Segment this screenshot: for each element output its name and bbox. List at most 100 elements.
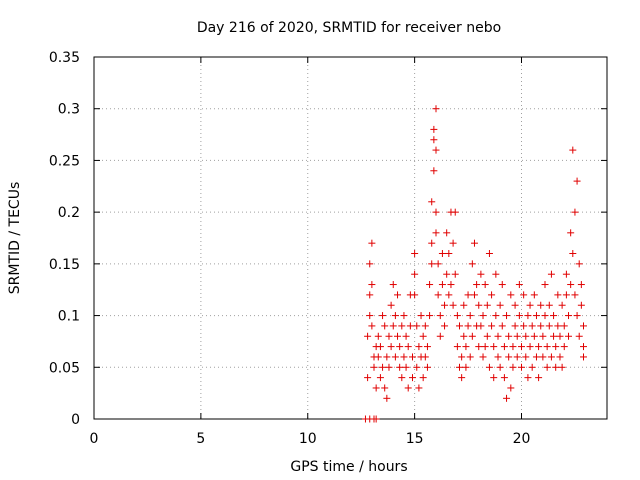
data-point [443, 229, 451, 237]
data-point [396, 343, 404, 351]
data-point [507, 384, 515, 392]
data-point [462, 363, 470, 371]
data-point [577, 301, 585, 309]
y-tick-label: 0.25 [49, 153, 80, 169]
data-point [483, 332, 491, 340]
data-point [421, 353, 429, 361]
data-point [430, 167, 438, 175]
data-point [475, 343, 483, 351]
data-point [430, 125, 438, 133]
x-tick-label: 5 [196, 431, 205, 447]
data-point [569, 250, 577, 258]
data-points [361, 105, 587, 423]
data-point [428, 260, 436, 268]
data-point [532, 353, 540, 361]
data-point [518, 343, 525, 351]
axis-ticks [93, 56, 607, 420]
data-point [460, 301, 468, 309]
data-point [575, 260, 583, 268]
data-point [511, 322, 519, 330]
data-point [370, 363, 378, 371]
data-point [398, 322, 406, 330]
data-point [579, 322, 587, 330]
data-point [404, 384, 412, 392]
data-point [411, 291, 419, 299]
data-point [408, 353, 416, 361]
data-point [451, 270, 459, 278]
data-point [449, 301, 457, 309]
data-point [383, 353, 391, 361]
plot-frame [93, 56, 608, 420]
data-point [579, 353, 587, 361]
data-point [513, 353, 521, 361]
data-point [558, 363, 566, 371]
data-point [421, 322, 429, 330]
data-point [366, 260, 374, 268]
data-point [571, 208, 579, 216]
data-point [385, 332, 393, 340]
data-point [432, 229, 440, 237]
data-point [453, 343, 461, 351]
data-point [413, 363, 421, 371]
data-point [492, 270, 500, 278]
data-point [496, 301, 504, 309]
data-point [379, 312, 387, 320]
data-point [456, 363, 464, 371]
x-tick-label: 15 [406, 431, 424, 447]
data-point [432, 105, 440, 113]
data-point [417, 312, 425, 320]
data-point [505, 353, 513, 361]
data-point [372, 415, 380, 423]
data-point [473, 281, 481, 289]
data-point [475, 301, 483, 309]
data-point [481, 281, 489, 289]
data-point [530, 291, 538, 299]
data-point [543, 343, 551, 351]
data-point [547, 353, 555, 361]
data-point [505, 332, 513, 340]
data-point [432, 208, 440, 216]
data-point [468, 260, 476, 268]
x-tick-label: 20 [513, 431, 531, 447]
data-point [398, 374, 406, 382]
data-point [389, 281, 397, 289]
data-point [453, 312, 461, 320]
data-point [537, 301, 545, 309]
data-point [381, 322, 389, 330]
data-point [406, 322, 414, 330]
data-point [470, 291, 478, 299]
data-point [434, 291, 442, 299]
data-point [483, 301, 491, 309]
data-point [423, 363, 431, 371]
data-point [423, 343, 431, 351]
data-point [485, 250, 493, 258]
data-point [537, 322, 545, 330]
data-point [477, 322, 485, 330]
data-point [411, 270, 419, 278]
x-tick-label: 0 [90, 431, 99, 447]
data-point [562, 291, 570, 299]
data-point [408, 374, 416, 382]
data-point [460, 332, 468, 340]
data-point [547, 270, 555, 278]
data-point [522, 332, 530, 340]
data-point [419, 374, 427, 382]
data-point [447, 281, 455, 289]
data-point [434, 260, 442, 268]
data-point [441, 322, 449, 330]
data-point [391, 353, 399, 361]
data-point [492, 312, 500, 320]
chart-title: Day 216 of 2020, SRMTID for receiver neb… [197, 20, 501, 36]
data-point [481, 343, 489, 351]
data-point [511, 301, 519, 309]
data-point [498, 322, 506, 330]
data-point [404, 343, 412, 351]
data-point [535, 343, 543, 351]
data-point [426, 281, 434, 289]
data-point [428, 239, 436, 247]
data-point [579, 343, 587, 351]
data-point [562, 270, 570, 278]
data-point [554, 322, 562, 330]
data-point [539, 353, 547, 361]
y-tick-label: 0.3 [58, 102, 80, 118]
